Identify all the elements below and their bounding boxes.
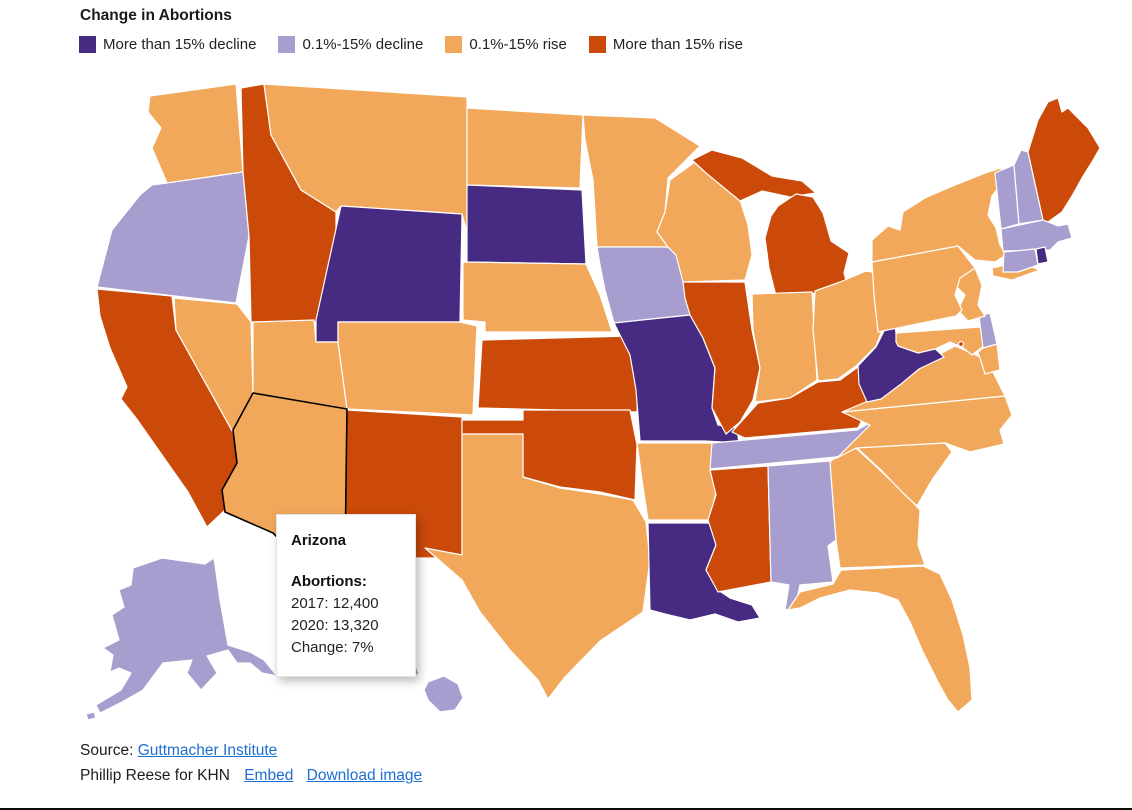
state-pennsylvania[interactable] (871, 245, 976, 333)
state-michigan-lower-peninsula[interactable] (764, 193, 850, 297)
state-indiana[interactable] (751, 291, 818, 403)
legend-label: 0.1%-15% decline (302, 36, 424, 53)
legend-item-rise-15plus: More than 15% rise (588, 36, 743, 53)
state-arkansas[interactable] (636, 442, 721, 521)
state-district-of-columbia[interactable] (957, 340, 965, 348)
legend-item-decline-15plus: More than 15% decline (79, 36, 256, 53)
tooltip-section-label: Abortions: (291, 573, 367, 590)
tooltip-change-value: Change: 7% (291, 639, 374, 656)
state-maine[interactable] (1027, 97, 1101, 223)
chart-title: Change in Abortions (80, 7, 232, 24)
tooltip-2020-value: 2020: 13,320 (291, 617, 379, 634)
tooltip-2017-value: 2017: 12,400 (291, 595, 379, 612)
source-label: Source: (80, 742, 134, 759)
state-florida[interactable] (787, 565, 973, 713)
state-south-carolina[interactable] (855, 442, 953, 507)
tooltip-state-name: Arizona (291, 532, 347, 549)
state-washington[interactable] (147, 83, 244, 184)
download-image-link[interactable]: Download image (306, 767, 423, 784)
state-north-dakota[interactable] (466, 107, 584, 189)
state-illinois[interactable] (682, 281, 761, 435)
state-kansas[interactable] (477, 335, 641, 413)
state-rhode-island[interactable] (1035, 246, 1049, 265)
legend-label: More than 15% decline (103, 36, 257, 53)
legend-swatch-dark-purple (79, 36, 96, 53)
legend-swatch-dark-orange (588, 36, 606, 53)
legend-item-rise-0-15: 0.1%-15% rise (445, 36, 567, 53)
state-north-carolina[interactable] (836, 395, 1013, 459)
state-michigan-upper-peninsula[interactable] (691, 149, 817, 202)
source-link[interactable]: Guttmacher Institute (137, 742, 278, 759)
state-texas[interactable] (424, 433, 651, 700)
state-alaska-aleutian-island[interactable] (85, 711, 97, 721)
state-colorado[interactable] (337, 321, 478, 416)
legend: More than 15% decline 0.1%-15% decline 0… (79, 36, 743, 53)
state-oregon[interactable] (96, 171, 250, 304)
state-delaware[interactable] (978, 312, 998, 349)
credit-text: Phillip Reese for KHN (80, 767, 230, 784)
legend-label: More than 15% rise (612, 36, 743, 53)
state-south-dakota[interactable] (466, 184, 587, 265)
state-new-york[interactable] (871, 167, 1007, 263)
legend-swatch-light-orange (445, 36, 463, 53)
legend-item-decline-0-15: 0.1%-15% decline (278, 36, 423, 53)
embed-link[interactable]: Embed (244, 767, 294, 784)
state-new-jersey[interactable] (954, 267, 986, 322)
state-connecticut[interactable] (1002, 248, 1039, 273)
state-nebraska[interactable] (462, 261, 613, 333)
state-alaska[interactable] (95, 557, 278, 714)
state-tooltip: Arizona Abortions: 2017: 12,400 2020: 13… (276, 514, 416, 677)
legend-swatch-light-purple (278, 36, 296, 53)
state-hawaii-big-island[interactable] (423, 675, 464, 713)
map-footer: Source: Guttmacher Institute Phillip Ree… (80, 738, 431, 788)
state-mississippi[interactable] (705, 465, 772, 593)
legend-label: 0.1%-15% rise (469, 36, 567, 53)
state-georgia[interactable] (829, 447, 926, 569)
